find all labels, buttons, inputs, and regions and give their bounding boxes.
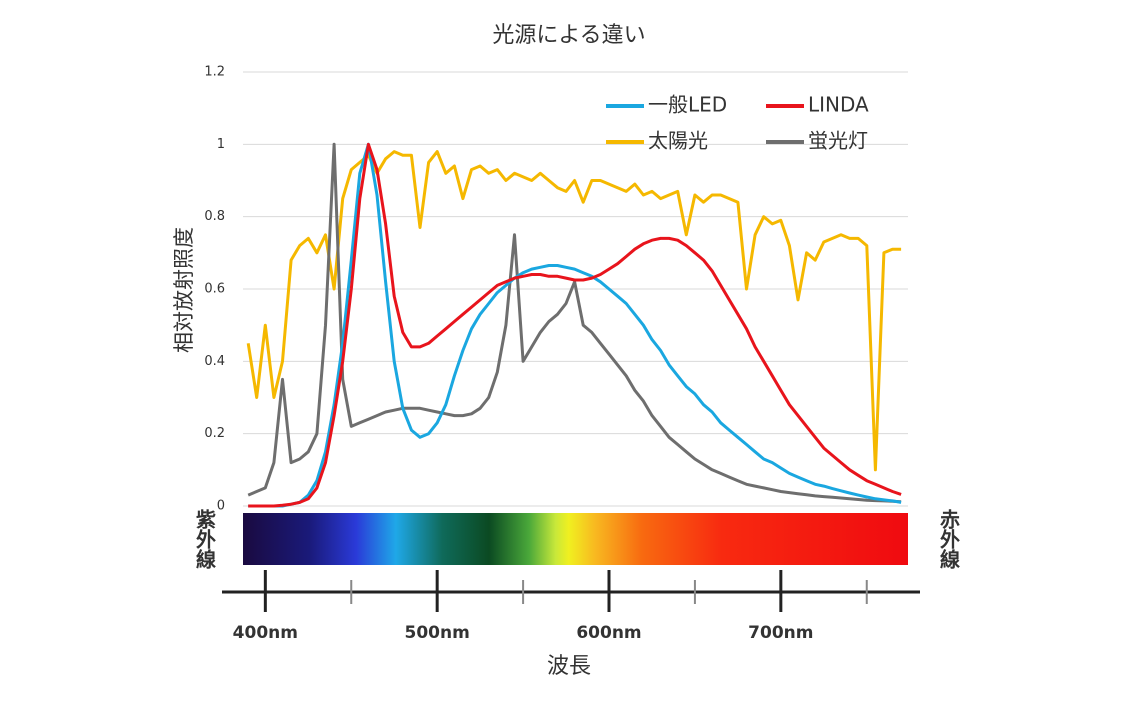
series-line <box>248 142 902 508</box>
y-axis-label: 相対放射照度 <box>172 227 196 353</box>
y-tick-label: 0.8 <box>204 209 225 224</box>
x-tick-label: 400nm <box>233 623 298 643</box>
y-tick-label: 0.6 <box>204 282 225 297</box>
y-tick-label: 1 <box>217 137 225 152</box>
spectrum-bar <box>243 513 908 565</box>
y-tick-label: 0 <box>217 499 225 514</box>
chart-title: 光源による違い <box>492 23 645 48</box>
series-line <box>248 142 902 508</box>
legend-label: LINDA <box>808 93 869 117</box>
series-line <box>246 150 902 472</box>
legend-label: 太陽光 <box>648 129 708 153</box>
y-tick-label: 0.2 <box>204 426 225 441</box>
legend-label: 蛍光灯 <box>808 129 868 153</box>
legend-label: 一般LED <box>648 93 727 117</box>
y-tick-label: 1.2 <box>204 65 225 80</box>
x-tick-label: 700nm <box>748 623 813 643</box>
x-tick-label: 600nm <box>576 623 641 643</box>
x-tick-label: 500nm <box>405 623 470 643</box>
x-axis-label: 波長 <box>547 654 591 679</box>
series-line <box>247 142 902 504</box>
y-tick-label: 0.4 <box>204 354 225 369</box>
uv-label: 紫外線 <box>193 509 217 569</box>
ir-label: 赤外線 <box>937 508 961 569</box>
